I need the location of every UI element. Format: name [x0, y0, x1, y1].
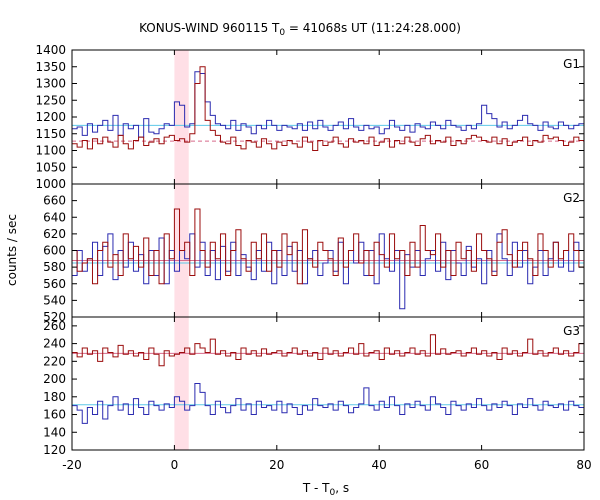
chart-title-prefix: KONUS-WIND 960115 T: [139, 21, 280, 35]
x-tick-labels: -20 0 20 40 60 80: [62, 458, 591, 472]
y-tick-label: 620: [43, 227, 66, 241]
y-tick-label: 140: [43, 425, 66, 439]
red-step-series: [72, 208, 584, 285]
y-tick-label: 1200: [35, 110, 66, 124]
y-tick-label: 1250: [35, 93, 66, 107]
y-tick-label: 180: [43, 390, 66, 404]
y-tick-label: 540: [43, 293, 66, 307]
x-tick-label: 80: [576, 458, 591, 472]
red-step-series: [72, 66, 584, 151]
y-tick-label: 120: [43, 443, 66, 457]
blue-step-series: [72, 383, 584, 424]
panel-frame: [71, 49, 585, 185]
x-tick-label: 20: [269, 458, 284, 472]
y-tick-label: 240: [43, 337, 66, 351]
x-axis-title: T - T0, s: [302, 481, 349, 498]
y-tick-label: 1150: [35, 127, 66, 141]
chart-title-suffix: = 41068s UT (11:24:28.000): [285, 21, 461, 35]
x-axis-title-suffix: , s: [335, 481, 349, 495]
y-tick-label: 520: [43, 310, 66, 324]
y-tick-label: 600: [43, 244, 66, 258]
panel-plot-area: [72, 334, 584, 424]
x-axis-title-subscript: 0: [330, 488, 336, 498]
panel-label: G3: [563, 324, 580, 338]
frames-layer: [71, 49, 585, 451]
y-tick-label: 1350: [35, 60, 66, 74]
x-tick-label: 0: [171, 458, 179, 472]
y-tick-label: 580: [43, 260, 66, 274]
y-tick-label: 1400: [35, 43, 66, 57]
chart-title-subscript: 0: [279, 28, 285, 38]
panels-layer: 1000 1050 1100 1150 1200 1250 1300 1350 1400 G1 52…: [35, 43, 585, 457]
red-step-series: [72, 334, 584, 367]
y-tick-label: 1300: [35, 77, 66, 91]
y-tick-label: 200: [43, 372, 66, 386]
x-axis-title-prefix: T - T: [302, 481, 330, 495]
y-tick-label: 1050: [35, 160, 66, 174]
blue-step-series: [72, 71, 584, 138]
panel-g1: 1000 1050 1100 1150 1200 1250 1300 1350 1400 G1: [35, 43, 585, 191]
y-tick-label: 160: [43, 408, 66, 422]
chart-title: KONUS-WIND 960115 T0 = 41068s UT (11:24:…: [139, 21, 461, 38]
y-axis-title: counts / sec: [5, 214, 19, 286]
panel-label: G2: [563, 191, 580, 205]
x-tick-label: 60: [474, 458, 489, 472]
panel-g3: 120 140 160 180 200 220 240 260 G3: [43, 317, 585, 457]
panel-frame: [71, 316, 585, 451]
y-tick-label: 640: [43, 210, 66, 224]
y-tick-label: 1100: [35, 144, 66, 158]
x-tick-label: -20: [62, 458, 82, 472]
panel-g2: 520 540 560 580 600 620 640 660 G2: [43, 184, 585, 324]
panel-plot-area: [72, 208, 584, 310]
y-tick-label: 1000: [35, 177, 66, 191]
y-tick-label: 560: [43, 277, 66, 291]
y-tick-label: 660: [43, 194, 66, 208]
x-tick-label: 40: [372, 458, 387, 472]
y-tick-label: 220: [43, 354, 66, 368]
y-tick-label: 260: [43, 319, 66, 333]
panel-plot-area: [72, 66, 584, 151]
panel-label: G1: [563, 57, 580, 71]
